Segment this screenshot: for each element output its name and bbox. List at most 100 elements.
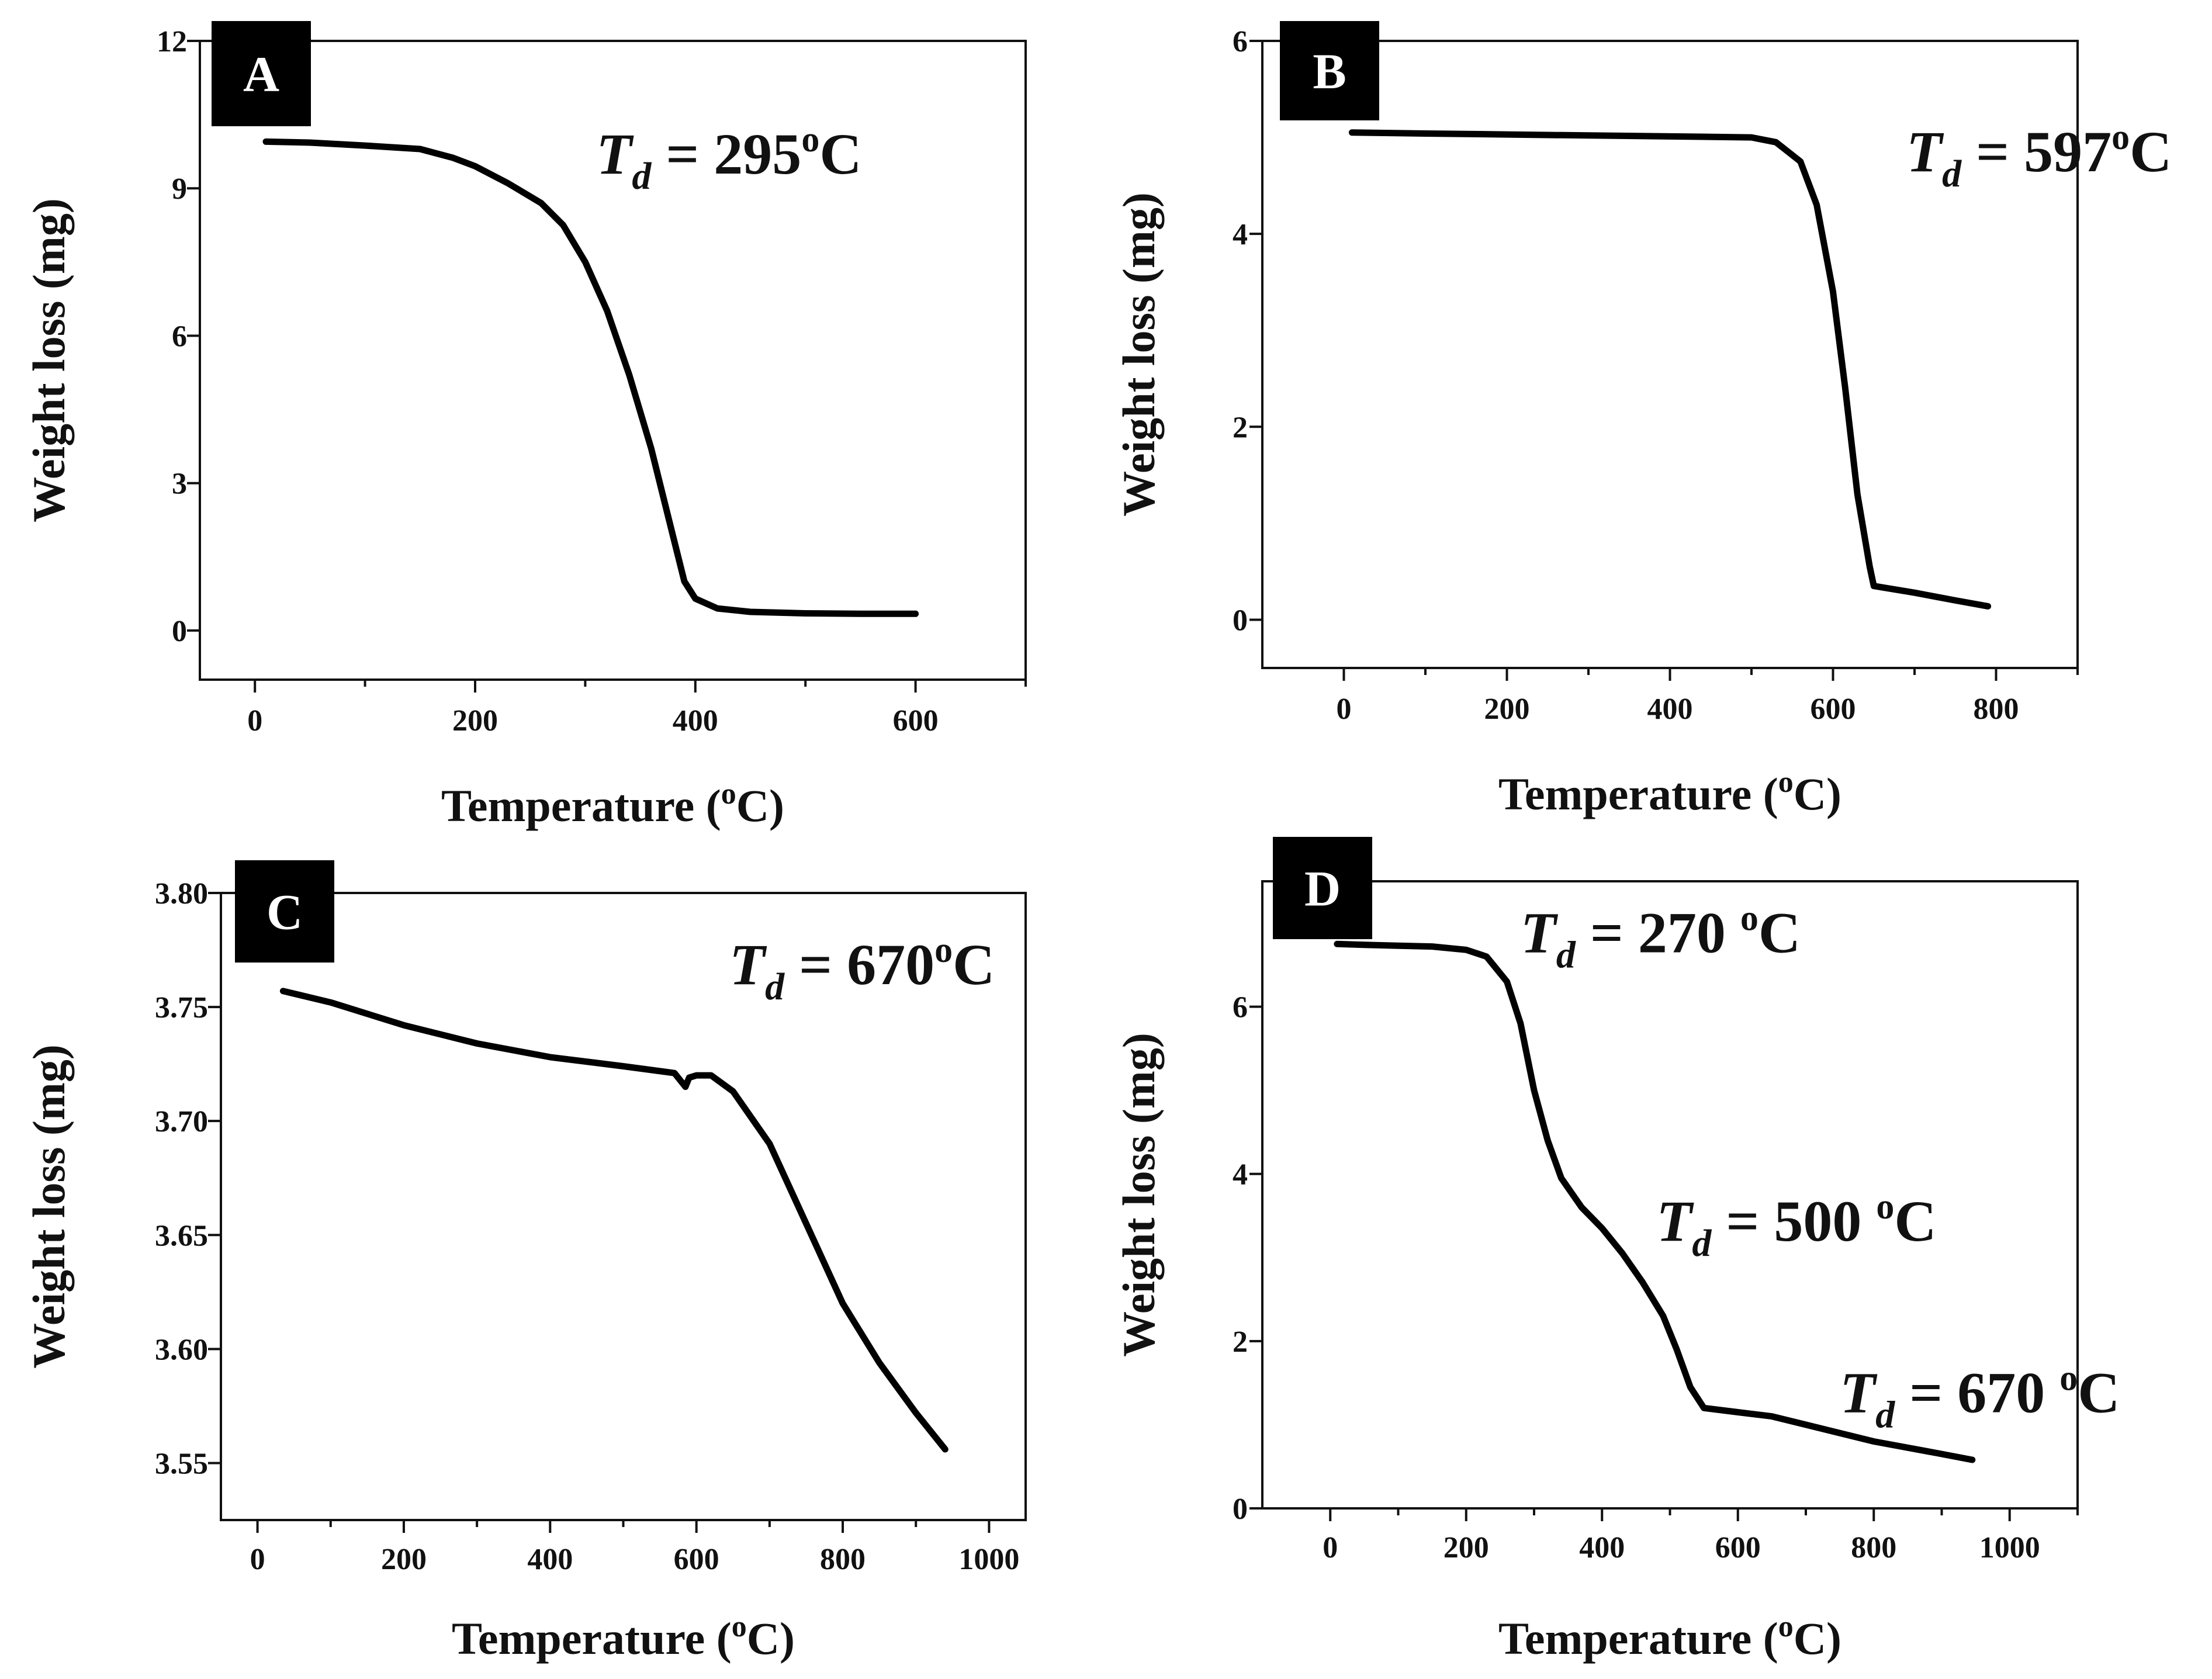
x-tick-label: 400	[673, 704, 718, 738]
td-annotation: Td = 670oC	[729, 930, 995, 1008]
y-tick-label: 2	[1233, 1325, 1248, 1359]
x-axis-label: Temperature (oC)	[452, 1610, 795, 1664]
td-unit: C	[1894, 1189, 1936, 1254]
y-tick-label: 0	[1233, 1493, 1248, 1526]
x-axis-label-degree: o	[1778, 1610, 1794, 1643]
x-tick-label: 0	[1337, 693, 1352, 726]
panel-badge-label: D	[1304, 861, 1341, 917]
y-axis-label: Weight loss (mg)	[23, 198, 74, 522]
x-axis-label-text: Temperature (	[441, 780, 721, 831]
x-tick-label: 400	[1647, 693, 1693, 726]
x-axis-label-unit: C)	[736, 780, 784, 831]
x-tick-label: 400	[527, 1543, 573, 1576]
td-degree: o	[2111, 117, 2130, 157]
td-unit: C	[2130, 119, 2172, 184]
td-value: = 295	[651, 122, 801, 186]
x-axis-label-degree: o	[721, 777, 736, 811]
td-degree: o	[1740, 899, 1758, 939]
y-axis-label: Weight loss (mg)	[1113, 192, 1164, 517]
x-tick-label: 200	[452, 704, 498, 738]
x-tick-label: 0	[1323, 1531, 1338, 1564]
x-tick-label: 200	[381, 1543, 427, 1576]
panel-badge	[1280, 21, 1379, 120]
tga-curve	[1334, 940, 1976, 1463]
x-tick-label: 600	[674, 1543, 719, 1576]
y-tick-label: 6	[172, 320, 187, 353]
x-tick-label: 600	[893, 704, 939, 738]
y-tick-label: 4	[1233, 1158, 1248, 1192]
x-tick-label: 600	[1811, 693, 1856, 726]
td-symbol: T	[729, 932, 767, 997]
td-unit: C	[819, 122, 861, 186]
panel-c: 0 200 400 600 800 1000 3.55 3.60 3.65 3.70 3.75 3.8…	[23, 860, 1027, 1664]
x-axis-label-unit: C)	[1794, 1613, 1841, 1664]
td-subscript: d	[1556, 934, 1576, 977]
td-annotation: Td = 295oC	[596, 120, 861, 198]
td-value: = 670	[1895, 1360, 2059, 1425]
panel-badge-label: A	[243, 46, 279, 102]
x-tick-label: 400	[1579, 1531, 1625, 1564]
td-symbol: T	[1840, 1360, 1878, 1425]
x-tick-label: 800	[1851, 1531, 1896, 1564]
td-symbol: T	[596, 122, 634, 186]
x-axis-label: Temperature (oC)	[1498, 766, 1841, 819]
td-value: = 670	[784, 932, 934, 997]
td-symbol: T	[1521, 901, 1559, 965]
td-degree: o	[934, 930, 953, 970]
y-axis-label: Weight loss (mg)	[23, 1044, 74, 1369]
td-degree: o	[2059, 1358, 2078, 1398]
tga-curve	[279, 988, 949, 1453]
y-tick-label: 3	[172, 468, 187, 501]
y-axis-label: Weight loss (mg)	[1113, 1033, 1164, 1357]
x-tick-label: 1000	[1979, 1531, 2040, 1564]
panel-badge	[1273, 837, 1372, 939]
x-tick-label: 200	[1484, 693, 1530, 726]
x-tick-label: 0	[247, 704, 262, 738]
td-subscript: d	[765, 965, 785, 1008]
y-tick-label: 12	[157, 25, 187, 58]
panel-badge-label: B	[1313, 43, 1346, 99]
plot-frame	[199, 40, 1027, 681]
x-tick-label: 600	[1715, 1531, 1761, 1564]
td-value: = 597	[1961, 119, 2111, 184]
td-symbol: T	[1906, 119, 1944, 184]
y-tick-label: 0	[1233, 604, 1248, 637]
x-tick-label: 800	[1974, 693, 2019, 726]
td-unit: C	[2078, 1360, 2120, 1425]
panel-badge-label: C	[266, 884, 303, 940]
td-subscript: d	[1692, 1222, 1712, 1265]
x-tick-label: 0	[250, 1543, 265, 1576]
y-tick-label: 9	[172, 172, 187, 206]
panel-badge	[212, 21, 311, 126]
td-value: = 500	[1711, 1189, 1876, 1254]
y-tick-label: 3.60	[155, 1333, 208, 1366]
x-axis-label-degree: o	[1778, 766, 1794, 799]
y-tick-label: 6	[1233, 991, 1248, 1024]
x-tick-label: 800	[820, 1543, 866, 1576]
tga-curve	[262, 138, 919, 617]
td-annotation: Td = 500 oC	[1656, 1187, 1936, 1265]
x-axis-label-text: Temperature (	[1498, 768, 1778, 819]
x-axis-label-unit: C)	[1794, 768, 1841, 819]
td-symbol: T	[1656, 1189, 1694, 1254]
y-tick-label: 2	[1233, 411, 1248, 444]
y-tick-label: 3.70	[155, 1105, 208, 1138]
td-unit: C	[953, 932, 995, 997]
td-annotation: Td = 670 oC	[1840, 1358, 2120, 1436]
y-tick-label: 3.80	[155, 877, 208, 911]
panel-badge	[235, 860, 334, 963]
td-degree: o	[801, 120, 819, 160]
x-axis-label-degree: o	[732, 1610, 747, 1643]
y-tick-label: 4	[1233, 218, 1248, 251]
td-subscript: d	[632, 155, 652, 198]
x-axis-label-text: Temperature (	[452, 1613, 732, 1664]
td-subscript: d	[1875, 1393, 1895, 1436]
x-axis-label-text: Temperature (	[1498, 1613, 1778, 1664]
td-value: = 270	[1576, 901, 1740, 965]
td-unit: C	[1758, 901, 1801, 965]
td-degree: o	[1876, 1187, 1894, 1227]
